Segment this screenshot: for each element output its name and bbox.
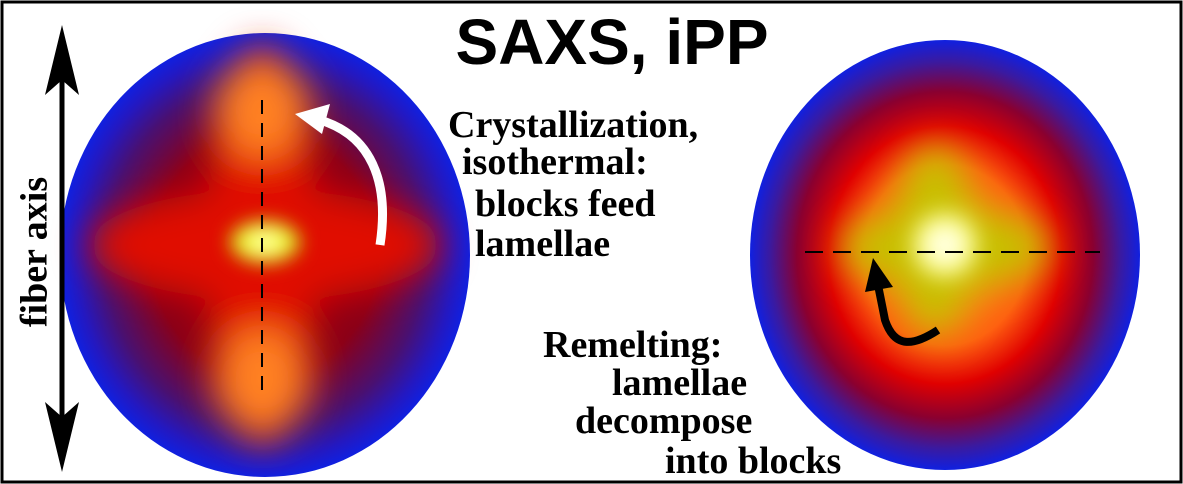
- caption-line: lamellae: [612, 362, 747, 404]
- right-pattern: [750, 40, 1140, 470]
- caption-line: decompose: [575, 400, 752, 442]
- left-pattern: [60, 33, 470, 477]
- caption-line: blocks feed: [475, 183, 656, 225]
- caption-line: Crystallization,: [448, 104, 698, 146]
- caption-line: into blocks: [665, 440, 841, 482]
- caption-line: lamellae: [475, 223, 610, 265]
- title: SAXS, iPP: [456, 6, 769, 78]
- caption-line: Remelting:: [543, 324, 722, 366]
- caption-line: isothermal:: [462, 141, 648, 183]
- fiber-axis-arrow: [45, 25, 79, 472]
- axis-label: fiber axis: [14, 177, 56, 327]
